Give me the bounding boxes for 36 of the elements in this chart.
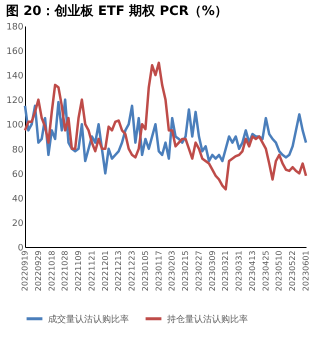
x-tick-label: 20230331	[234, 250, 244, 292]
x-tick-label: 20230522	[288, 250, 298, 292]
x-tick-label: 20230203	[168, 250, 177, 292]
x-tick-label: 20221201	[100, 250, 110, 292]
y-tick-label: 180	[6, 22, 24, 32]
x-tick-label: 20230601	[302, 250, 310, 292]
x-tick-label: 20230413	[248, 250, 257, 292]
x-tick-label: 20230309	[208, 250, 217, 292]
x-tick-label: 20221223	[128, 250, 137, 292]
y-tick-label: 20	[12, 218, 24, 229]
y-tick-label: 40	[12, 194, 24, 204]
y-tick-label: 80	[12, 145, 24, 156]
x-tick-label: 20220929	[34, 250, 43, 292]
chart-title: 图 20：创业板 ETF 期权 PCR（%）	[6, 4, 228, 19]
x-tick-label: 20230425	[261, 250, 270, 292]
x-tick-label: 20221028	[60, 250, 70, 292]
line-series	[24, 98, 308, 175]
x-tick-label: 20221213	[114, 250, 124, 292]
x-tick-label: 20220919	[20, 250, 30, 292]
y-tick-label: 100	[6, 120, 24, 131]
y-tick-label: 120	[6, 96, 24, 106]
x-tick-label: 20230105	[140, 250, 150, 292]
legend-label: 持仓量认沽认购比率	[167, 314, 248, 325]
x-tick-label: 20221121	[87, 250, 96, 292]
y-tick-label: 160	[6, 47, 24, 58]
x-tick-label: 20230321	[221, 250, 230, 292]
x-tick-label: 20230227	[194, 250, 204, 292]
x-tick-label: 20230510	[274, 250, 284, 292]
x-tick-label: 20221109	[74, 250, 84, 292]
y-tick-label: 60	[12, 170, 24, 180]
x-tick-label: 20230215	[181, 250, 190, 292]
x-tick-label: 20221018	[47, 250, 56, 292]
line-series	[24, 62, 308, 191]
legend-label: 成交量认沽认购比率	[48, 314, 129, 325]
x-tick-label: 20230117	[154, 250, 164, 292]
y-tick-label: 140	[6, 72, 24, 82]
